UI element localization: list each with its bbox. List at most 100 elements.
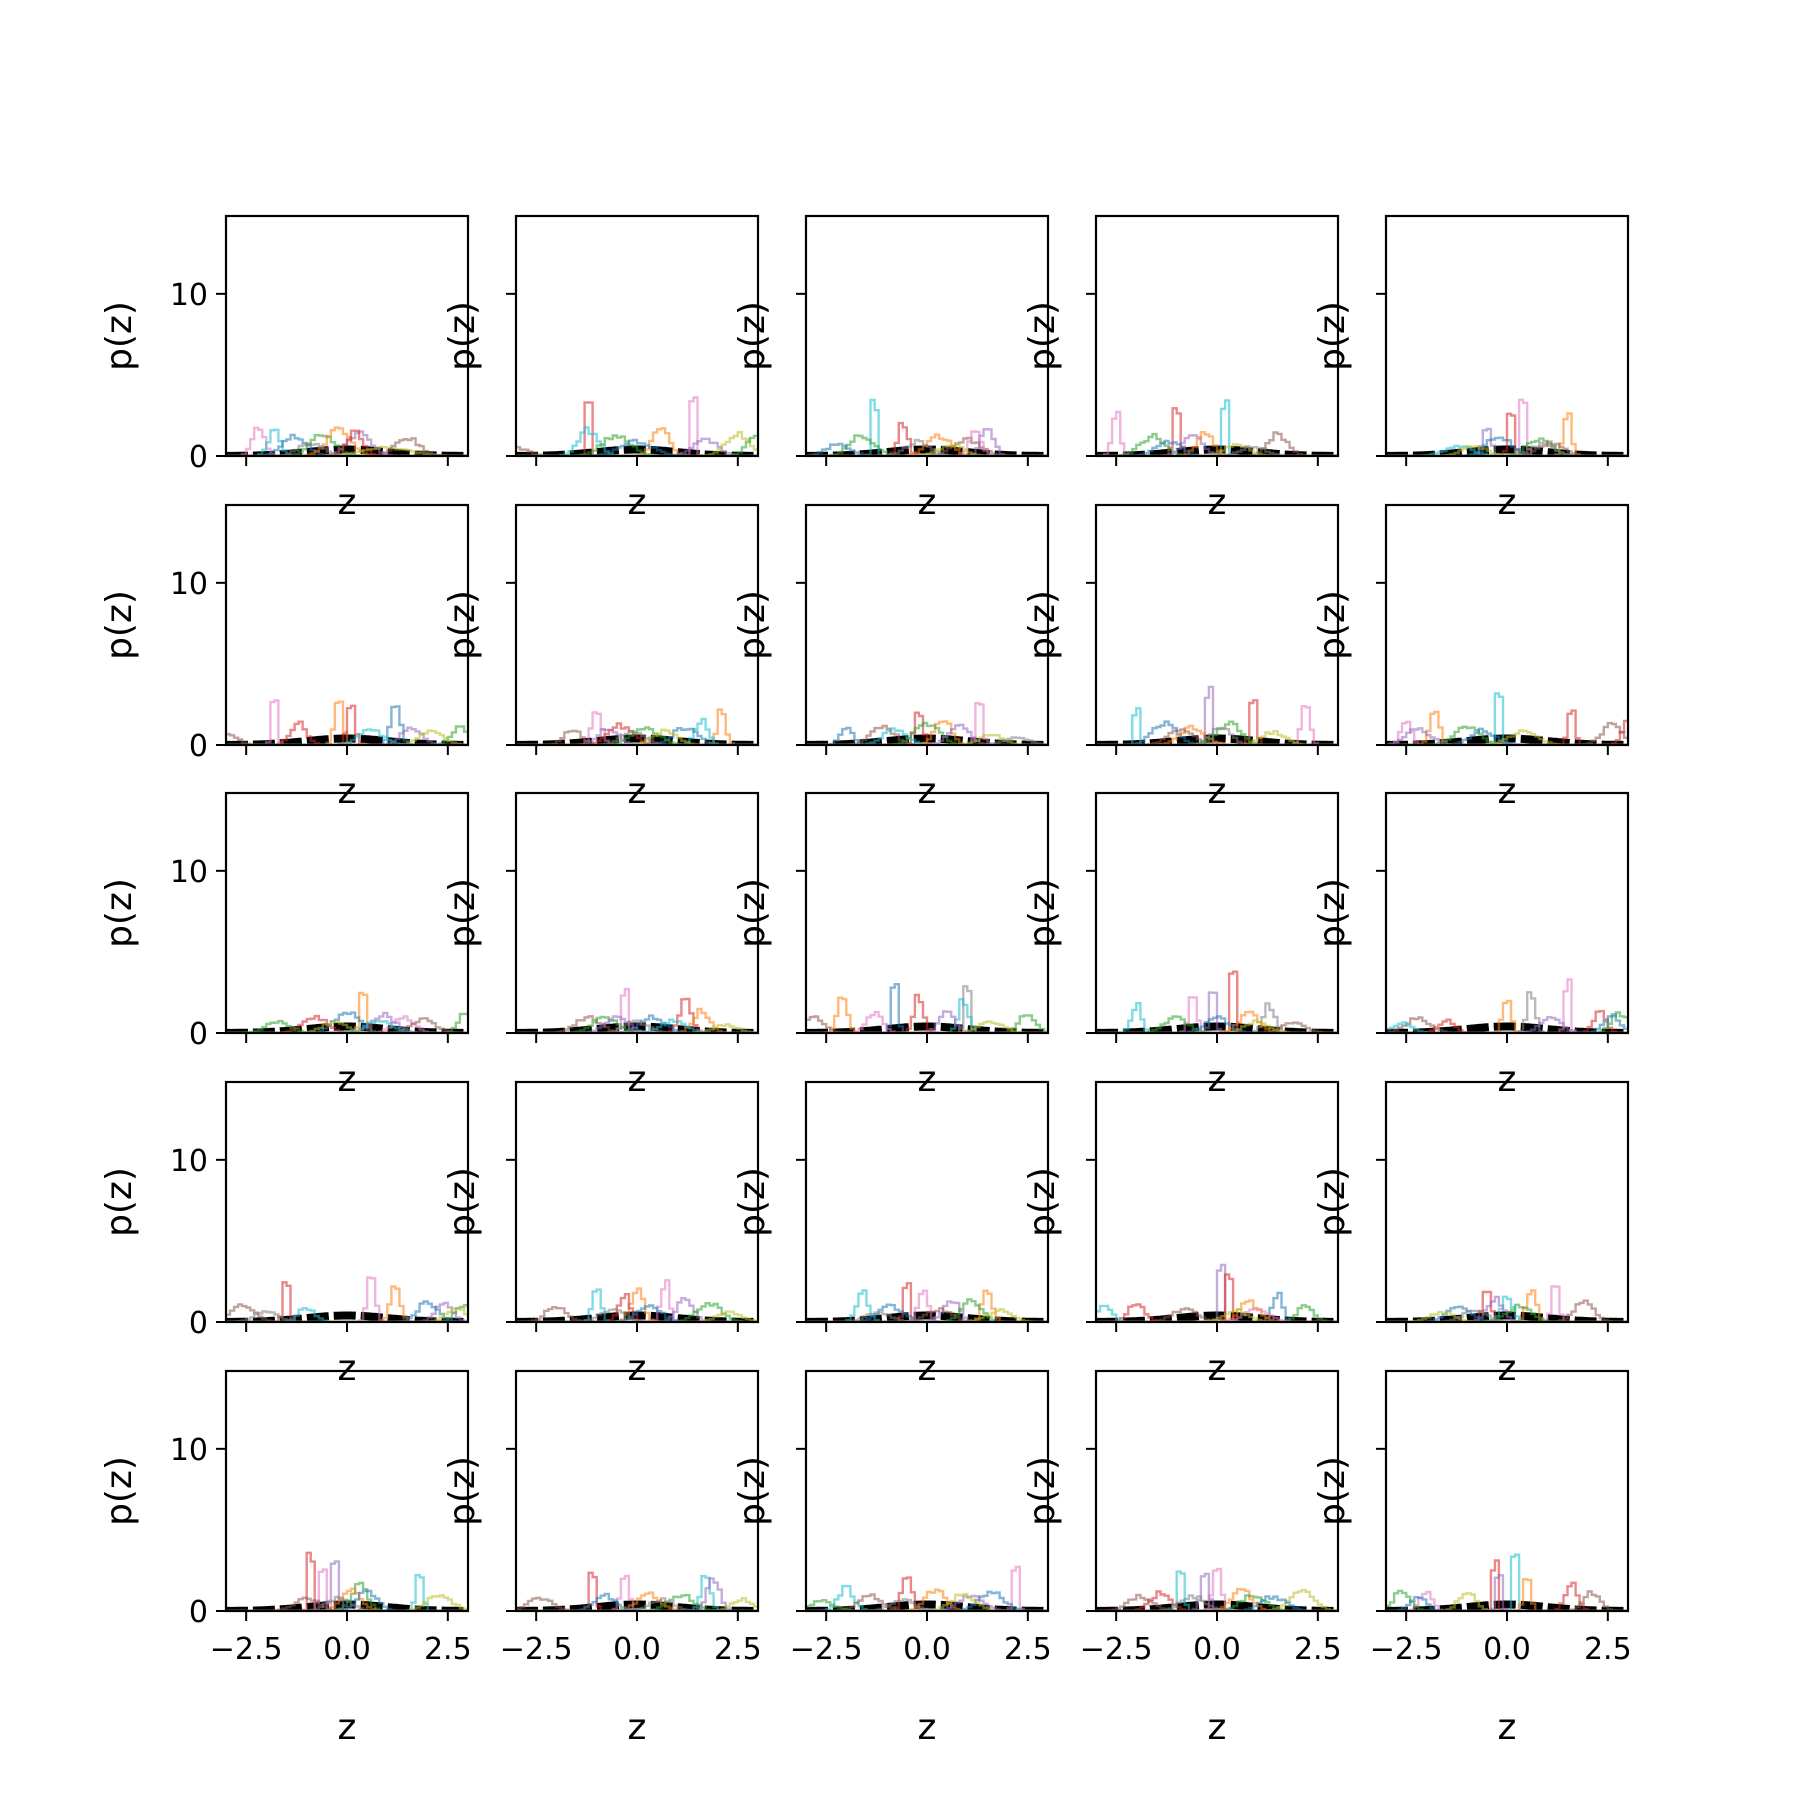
x-tick-label: 2.5 — [1004, 1632, 1052, 1667]
subplot-r4-c1: z 0 10 p(z) — [99, 1080, 470, 1389]
x-axis-label: z — [918, 482, 937, 523]
series-2-density — [226, 1587, 468, 1611]
series-2-density — [1386, 999, 1628, 1033]
subplot-r2-c4: z p(z) — [1022, 503, 1340, 812]
series-9-density — [1096, 1308, 1338, 1322]
y-axis-label: p(z) — [99, 1167, 140, 1237]
series-2-density — [516, 1007, 758, 1033]
series-3-density — [516, 434, 758, 456]
series-4-density — [1386, 1009, 1628, 1033]
x-tick-label: 0.0 — [903, 1632, 951, 1667]
subplot-r4-c5: z p(z) — [1312, 1080, 1630, 1389]
subplot-r1-c3: z p(z) — [732, 214, 1050, 523]
x-axis-label: z — [628, 482, 647, 523]
series-10-density — [1096, 707, 1338, 745]
x-axis-label: z — [338, 1059, 357, 1100]
series-7-density — [226, 699, 468, 745]
series-9-density — [1096, 1588, 1338, 1611]
series-1-density — [516, 438, 758, 456]
x-tick-label: 2.5 — [1584, 1632, 1632, 1667]
series-5-density — [1096, 434, 1338, 456]
subplot-r3-c3: z p(z) — [732, 791, 1050, 1100]
series-6-density — [516, 1306, 758, 1322]
subplot-r4-c2: z p(z) — [442, 1080, 760, 1389]
series-3-density — [226, 434, 468, 456]
x-axis-label: z — [628, 771, 647, 812]
series-8-density — [806, 1598, 1048, 1611]
series-10-density — [1386, 692, 1628, 745]
series-8-density — [226, 1310, 468, 1322]
x-axis-label: z — [1498, 482, 1517, 523]
series-2-density — [516, 1591, 758, 1611]
series-1-density — [1096, 720, 1338, 745]
x-tick-label: −2.5 — [500, 1632, 573, 1667]
series-1-density — [226, 1011, 468, 1033]
series-1-density — [226, 1300, 468, 1322]
x-axis-label: z — [628, 1707, 647, 1748]
series-8-density — [806, 736, 1048, 745]
series-5-density — [516, 1015, 758, 1033]
x-axis-label: z — [918, 771, 937, 812]
series-3-density — [1386, 1011, 1628, 1033]
x-tick-label: 0.0 — [1483, 1632, 1531, 1667]
series-2-density — [1096, 1587, 1338, 1611]
subplot-r2-c3: z p(z) — [732, 503, 1050, 812]
series-5-density — [1096, 685, 1338, 745]
x-tick-label: 2.5 — [424, 1632, 472, 1667]
y-axis-label: p(z) — [1312, 1456, 1353, 1526]
series-6-density — [516, 1596, 758, 1611]
subplot-r4-c4: z p(z) — [1022, 1080, 1340, 1389]
series-5-density — [1386, 727, 1628, 745]
series-4-density — [1096, 1273, 1338, 1322]
x-axis-label: z — [1498, 1348, 1517, 1389]
subplot-r4-c3: z p(z) — [732, 1080, 1050, 1389]
series-1-density — [1386, 727, 1628, 745]
y-axis-label: p(z) — [1022, 878, 1063, 948]
series-4-density — [516, 722, 758, 745]
series-9-density — [226, 1307, 468, 1322]
x-tick-label: −2.5 — [790, 1632, 863, 1667]
series-2-density — [806, 996, 1048, 1033]
series-1-density — [226, 433, 468, 456]
series-1-density — [1386, 1596, 1628, 1611]
x-axis-label: z — [628, 1059, 647, 1100]
series-2-density — [806, 1588, 1048, 1611]
y-axis-label: p(z) — [732, 1167, 773, 1237]
series-6-density — [1386, 1016, 1628, 1033]
series-9-density — [226, 1594, 468, 1611]
series-5-density — [806, 1300, 1048, 1322]
subplot-r2-c5: z p(z) — [1312, 503, 1630, 812]
y-axis-label: p(z) — [1022, 1456, 1063, 1526]
series-9-density — [516, 1023, 758, 1033]
series-9-density — [1386, 729, 1628, 745]
series-6-density — [806, 1015, 1048, 1033]
series-10-density — [226, 428, 468, 456]
series-4-density — [1096, 1303, 1338, 1322]
series-3-density — [226, 1581, 468, 1611]
series-10-density — [226, 1573, 468, 1611]
y-tick-label: 0 — [189, 1595, 208, 1630]
subplot-r5-c3: −2.5 0.0 2.5 z p(z) — [732, 1369, 1052, 1748]
y-tick-label: 10 — [170, 855, 208, 890]
series-7-density — [1096, 705, 1338, 745]
series-1-density — [516, 1304, 758, 1322]
x-axis-label: z — [338, 1348, 357, 1389]
series-8-density — [226, 1595, 468, 1611]
subplot-r2-c1: z 0 10 p(z) — [99, 503, 470, 812]
x-tick-label: 0.0 — [323, 1632, 371, 1667]
series-1-density — [806, 442, 1048, 456]
series-8-density — [516, 1308, 758, 1322]
series-10-density — [226, 728, 468, 745]
series-5-density — [516, 728, 758, 745]
series-8-density — [516, 1597, 758, 1611]
x-tick-label: 2.5 — [714, 1632, 762, 1667]
x-axis-label: z — [1208, 1059, 1227, 1100]
series-2-density — [1096, 431, 1338, 456]
series-1-density — [516, 1014, 758, 1033]
x-axis-label: z — [1498, 1059, 1517, 1100]
series-10-density — [1386, 1021, 1628, 1033]
series-7-density — [1386, 720, 1628, 745]
x-axis-label: z — [1208, 771, 1227, 812]
y-axis-label: p(z) — [442, 301, 483, 371]
series-10-density — [806, 1584, 1048, 1611]
